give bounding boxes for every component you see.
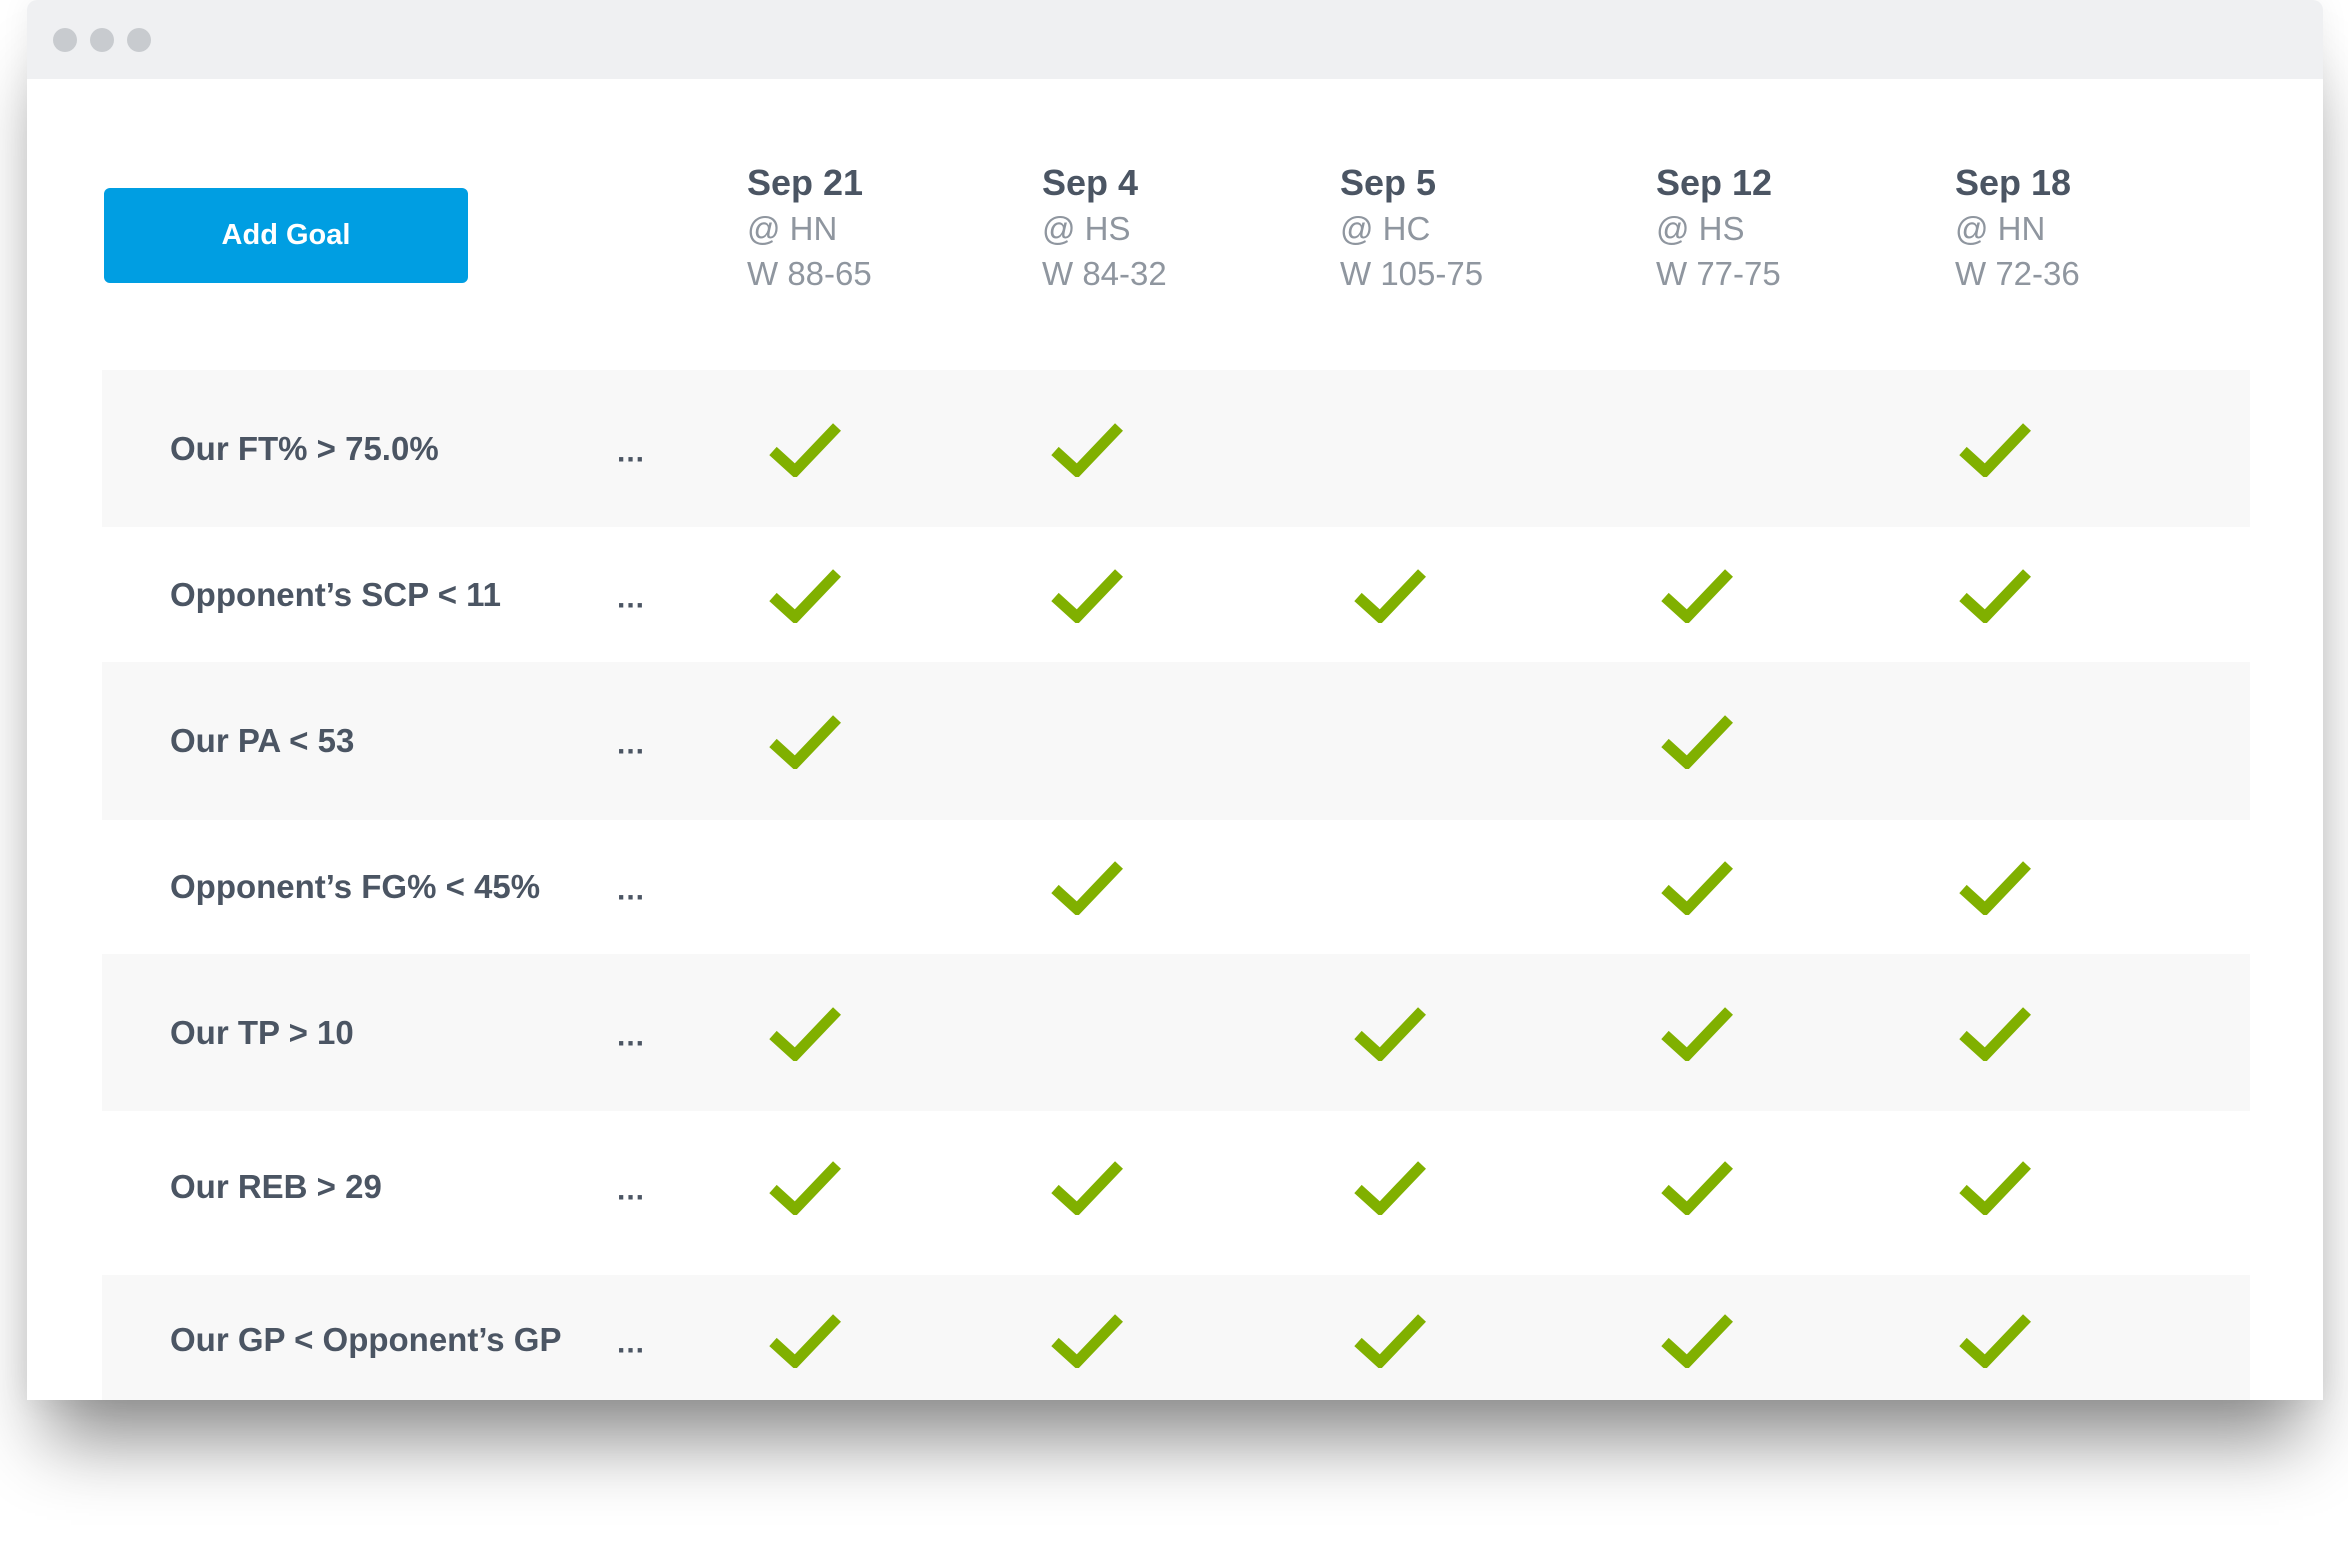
goal-label: Our GP < Opponent’s GP — [170, 1321, 562, 1358]
check-icon — [1661, 1161, 1733, 1215]
game-column-header[interactable]: Sep 5 @ HC W 105-75 — [1340, 160, 1483, 296]
goal-label: Opponent’s FG% < 45% — [170, 868, 541, 905]
check-icon — [1661, 1006, 1733, 1061]
game-result: W 105-75 — [1340, 255, 1484, 292]
check-icon — [1051, 861, 1123, 915]
game-column-header[interactable]: Sep 21 @ HN W 88-65 — [747, 160, 872, 296]
goal-row: Opponent’s FG% < 45% ... — [102, 820, 2250, 954]
check-icon — [1959, 1006, 2031, 1061]
app-window: Add Goal Sep 21 @ HN W 88-65 Sep 4 @ HS W… — [27, 0, 2323, 1400]
game-opponent: @ HN — [747, 210, 838, 247]
check-icon — [769, 1314, 841, 1368]
goal-more-menu[interactable]: ... — [617, 1173, 646, 1207]
check-icon — [1051, 422, 1123, 477]
goal-label: Our PA < 53 — [170, 722, 355, 759]
game-date: Sep 5 — [1340, 162, 1437, 203]
game-date: Sep 18 — [1955, 162, 2072, 203]
check-icon — [1661, 568, 1733, 623]
game-result: W 84-32 — [1042, 255, 1167, 292]
check-icon — [769, 715, 841, 769]
title-bar — [27, 0, 2323, 79]
check-icon — [1051, 1161, 1123, 1215]
game-column-header[interactable]: Sep 4 @ HS W 84-32 — [1042, 160, 1167, 296]
check-icon — [1661, 715, 1733, 769]
game-result: W 72-36 — [1955, 255, 2080, 292]
goal-row: Our TP > 10 ... — [102, 954, 2250, 1111]
goal-label: Our REB > 29 — [170, 1168, 382, 1205]
game-date: Sep 4 — [1042, 162, 1139, 203]
game-opponent: @ HN — [1955, 210, 2046, 247]
add-goal-button[interactable]: Add Goal — [104, 188, 468, 283]
minimize-window-dot[interactable] — [90, 28, 114, 52]
goal-row: Our FT% > 75.0% ... — [102, 370, 2250, 527]
goal-label: Our TP > 10 — [170, 1013, 354, 1051]
close-window-dot[interactable] — [53, 28, 77, 52]
game-opponent: @ HS — [1042, 210, 1131, 247]
check-icon — [1354, 568, 1426, 623]
check-icon — [1959, 568, 2031, 623]
check-icon — [1959, 1314, 2031, 1368]
goal-more-menu[interactable]: ... — [617, 434, 646, 468]
game-opponent: @ HC — [1340, 210, 1431, 247]
check-icon — [1354, 1006, 1426, 1061]
goal-more-menu[interactable]: ... — [617, 1018, 646, 1052]
check-icon — [1354, 1314, 1426, 1368]
game-result: W 88-65 — [747, 255, 872, 292]
check-icon — [1051, 568, 1123, 623]
check-icon — [1959, 422, 2031, 477]
check-icon — [1354, 1161, 1426, 1215]
goal-more-menu[interactable]: ... — [617, 580, 646, 614]
goal-row: Our PA < 53 ... — [102, 662, 2250, 820]
check-icon — [1959, 1161, 2031, 1215]
goal-row: Our GP < Opponent’s GP ... — [102, 1275, 2250, 1400]
game-date: Sep 21 — [747, 162, 864, 203]
check-icon — [1959, 861, 2031, 915]
check-icon — [1661, 1314, 1733, 1368]
check-icon — [1051, 1314, 1123, 1368]
game-result: W 77-75 — [1656, 255, 1781, 292]
goal-more-menu[interactable]: ... — [617, 873, 646, 907]
maximize-window-dot[interactable] — [127, 28, 151, 52]
goal-label: Opponent’s SCP < 11 — [170, 575, 502, 613]
goal-more-menu[interactable]: ... — [617, 727, 646, 761]
goal-row: Our REB > 29 ... — [102, 1111, 2250, 1263]
goal-more-menu[interactable]: ... — [617, 1326, 646, 1360]
game-date: Sep 12 — [1656, 162, 1773, 203]
check-icon — [1661, 861, 1733, 915]
goal-row: Opponent’s SCP < 11 ... — [102, 527, 2250, 662]
goal-label: Our FT% > 75.0% — [170, 429, 439, 467]
game-column-header[interactable]: Sep 18 @ HN W 72-36 — [1955, 160, 2080, 296]
check-icon — [769, 422, 841, 477]
game-opponent: @ HS — [1656, 210, 1745, 247]
game-column-header[interactable]: Sep 12 @ HS W 77-75 — [1656, 160, 1781, 296]
check-icon — [769, 568, 841, 623]
check-icon — [769, 1161, 841, 1215]
check-icon — [769, 1006, 841, 1061]
